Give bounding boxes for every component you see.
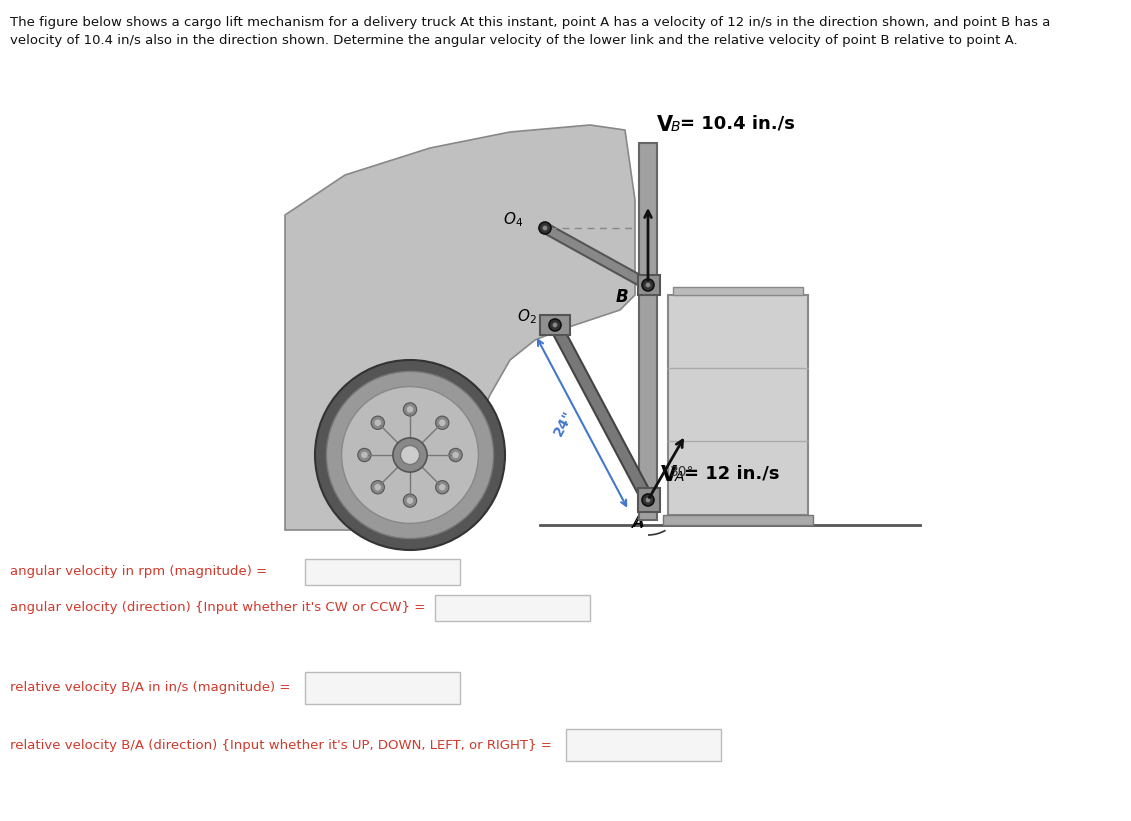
Circle shape [374,420,381,426]
Text: relative velocity B/A (direction) {Input whether it's UP, DOWN, LEFT, or RIGHT} : relative velocity B/A (direction) {Input… [10,739,552,751]
Polygon shape [285,125,634,530]
Circle shape [642,279,654,291]
Text: $\mathit{A}$: $\mathit{A}$ [674,470,685,484]
Circle shape [435,416,449,429]
Circle shape [392,438,428,472]
Circle shape [439,484,446,491]
Bar [668,295,808,515]
Circle shape [407,498,413,504]
Text: B: B [615,288,628,306]
Circle shape [449,448,463,461]
Bar [639,143,657,520]
Circle shape [549,319,561,331]
Circle shape [439,420,446,426]
Bar [539,315,570,335]
Circle shape [539,222,551,234]
FancyBboxPatch shape [566,729,720,761]
Circle shape [646,498,650,502]
Circle shape [435,480,449,494]
Text: $O_4$: $O_4$ [503,211,524,229]
Circle shape [316,360,506,550]
Circle shape [342,387,478,524]
Bar [638,488,661,512]
Text: A: A [633,516,644,530]
Text: relative velocity B/A in in/s (magnitude) =: relative velocity B/A in in/s (magnitude… [10,681,291,695]
FancyBboxPatch shape [305,559,460,585]
Circle shape [543,226,547,231]
Text: The figure below shows a cargo lift mechanism for a delivery truck At this insta: The figure below shows a cargo lift mech… [10,16,1051,29]
Text: $\mathbf{V}$: $\mathbf{V}$ [656,115,674,135]
Circle shape [452,452,459,458]
Circle shape [642,494,654,506]
Circle shape [327,371,493,539]
Bar [663,515,813,525]
Bar [638,275,661,295]
Text: velocity of 10.4 in/s also in the direction shown. Determine the angular velocit: velocity of 10.4 in/s also in the direct… [10,34,1018,47]
Circle shape [371,480,385,494]
Text: A: A [631,514,644,532]
Circle shape [371,416,385,429]
Text: $O_2$: $O_2$ [517,308,537,327]
Circle shape [553,323,558,328]
Text: = 12 in./s: = 12 in./s [684,465,779,483]
Circle shape [361,452,368,458]
Polygon shape [550,322,654,502]
Bar [673,287,803,295]
Text: $\mathbf{V}$: $\mathbf{V}$ [661,465,679,485]
Circle shape [357,448,371,461]
Circle shape [646,282,650,287]
Circle shape [404,403,416,416]
Text: = 10.4 in./s: = 10.4 in./s [680,115,795,133]
FancyBboxPatch shape [305,672,460,704]
Text: 24": 24" [552,408,577,438]
FancyBboxPatch shape [435,595,590,621]
Text: angular velocity (direction) {Input whether it's CW or CCW} =: angular velocity (direction) {Input whet… [10,602,425,614]
Circle shape [400,446,420,465]
Polygon shape [543,223,650,289]
Text: angular velocity in rpm (magnitude) =: angular velocity in rpm (magnitude) = [10,566,267,579]
Circle shape [407,406,413,413]
Text: $\mathit{B}$: $\mathit{B}$ [670,120,681,134]
Circle shape [374,484,381,491]
Text: 30°: 30° [670,465,694,479]
Circle shape [404,494,416,507]
